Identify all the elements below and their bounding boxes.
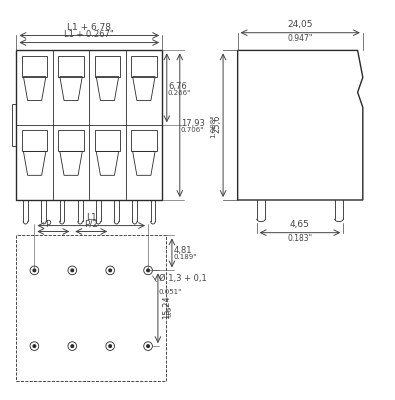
Circle shape	[109, 345, 111, 348]
Text: 24,05: 24,05	[288, 20, 313, 29]
Circle shape	[71, 345, 73, 348]
Bar	[95, 56, 120, 77]
Text: 4,65: 4,65	[290, 220, 310, 229]
Circle shape	[33, 269, 36, 272]
Text: 0.706": 0.706"	[181, 127, 204, 133]
Text: 0.947": 0.947"	[288, 34, 313, 42]
Circle shape	[71, 269, 73, 272]
Text: 0.183": 0.183"	[288, 234, 312, 243]
Bar	[131, 56, 156, 77]
Bar	[58, 130, 84, 151]
Bar	[131, 130, 156, 151]
Text: P/2: P/2	[84, 220, 98, 229]
Bar	[58, 56, 84, 77]
Text: 0.051": 0.051"	[159, 289, 182, 295]
Text: L1 + 0.267": L1 + 0.267"	[64, 30, 114, 40]
Text: P: P	[45, 220, 50, 229]
Text: 0.266": 0.266"	[168, 90, 191, 96]
Text: 6,76: 6,76	[168, 82, 187, 91]
Text: 15,24: 15,24	[162, 295, 171, 319]
Text: L1 + 6,78: L1 + 6,78	[67, 22, 111, 32]
Text: 0.6": 0.6"	[167, 302, 173, 317]
Bar	[17, 50, 162, 200]
Bar	[22, 56, 47, 77]
Text: L1: L1	[86, 214, 97, 222]
Text: 4,81: 4,81	[173, 246, 192, 255]
Bar	[95, 130, 120, 151]
Circle shape	[33, 345, 36, 348]
Circle shape	[147, 269, 149, 272]
Text: 17,93: 17,93	[181, 119, 205, 128]
Text: 25,6: 25,6	[212, 115, 221, 133]
Bar	[22, 130, 47, 151]
Circle shape	[147, 345, 149, 348]
Text: 1.008": 1.008"	[210, 115, 216, 138]
Text: 0.189": 0.189"	[173, 254, 197, 260]
Bar	[12, 104, 17, 146]
Text: Ø 1,3 + 0,1: Ø 1,3 + 0,1	[159, 274, 207, 283]
Circle shape	[109, 269, 111, 272]
